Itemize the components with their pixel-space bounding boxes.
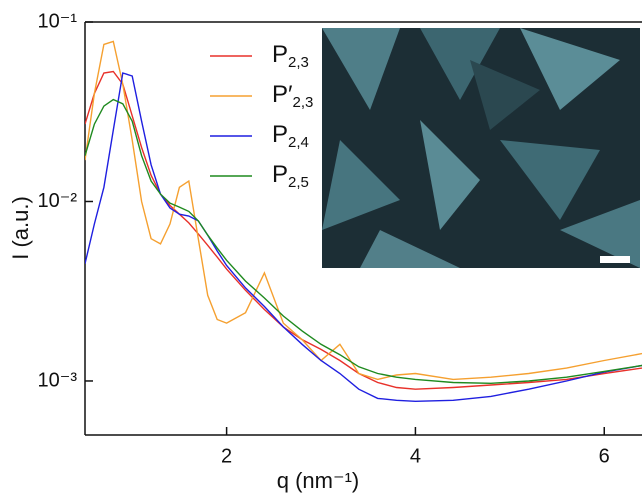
series-line — [85, 70, 642, 390]
legend-label: P2,4 — [272, 121, 309, 151]
legend-label: P2,5 — [272, 161, 309, 191]
y-tick-label: 10⁻¹ — [38, 10, 78, 32]
y-tick-label: 10⁻² — [38, 190, 78, 212]
series-line — [85, 72, 642, 403]
x-tick-label: 6 — [599, 445, 610, 467]
series-line — [85, 40, 642, 381]
inset-image — [322, 28, 640, 268]
x-tick-label: 4 — [410, 445, 421, 467]
legend-label: P′2,3 — [272, 81, 313, 111]
x-tick-label: 2 — [221, 445, 232, 467]
series-line — [85, 98, 642, 385]
x-axis-title: q (nm⁻¹) — [277, 468, 360, 493]
y-axis-title: I (a.u.) — [8, 196, 33, 260]
legend-label: P2,3 — [272, 41, 309, 71]
y-tick-label: 10⁻³ — [38, 369, 78, 391]
